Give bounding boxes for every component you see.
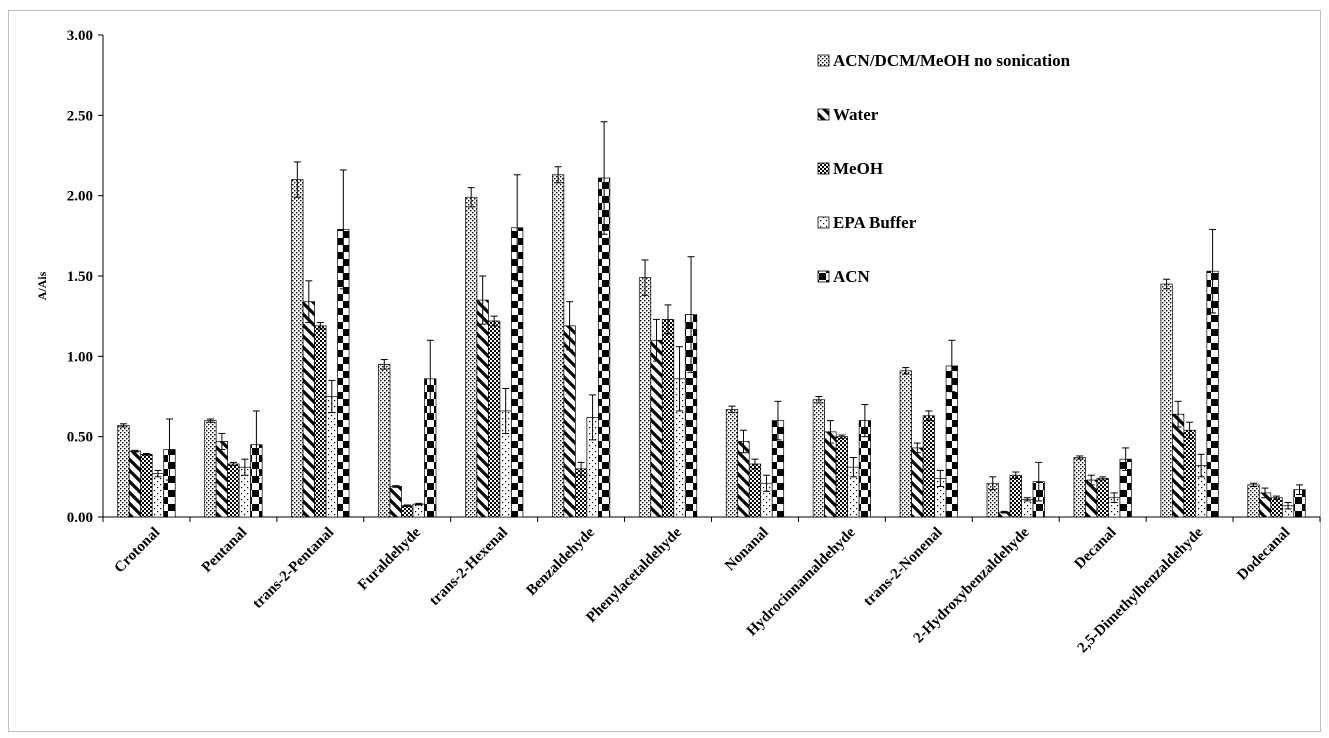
y-axis-title: A/Ais [35,271,49,300]
category-label: Pentanal [199,525,250,576]
bar-2-8 [835,436,848,518]
category-label: trans-2-Nonenal [861,525,946,610]
legend-swatch [817,108,830,121]
bar-2-2 [314,325,327,518]
legend: ACN/DCM/MeOH no sonication Water MeOH EPA B… [817,51,1071,286]
legend-label: MeOH [833,159,883,178]
bar-3-0 [151,473,165,518]
bar-0-2 [291,179,304,518]
bar-0-13 [1247,484,1260,518]
legend-label: EPA Buffer [833,213,917,232]
bar-2-3 [401,505,414,518]
legend-label: ACN [833,267,871,286]
bar-3-10 [1021,498,1034,518]
bar-2-0 [140,453,153,518]
bar-1-2 [302,301,315,518]
bar-0-0 [117,425,130,518]
bar-1-5 [563,325,576,518]
legend-swatch [817,270,830,283]
bar-2-13 [1270,497,1283,518]
bar-1-6 [650,339,663,518]
bar-3-3 [412,503,425,518]
category-label: Furaldehyde [355,524,424,593]
bar-0-4 [465,196,478,518]
bar-2-10 [1009,474,1022,518]
category-label: Decanal [1072,525,1120,573]
legend-swatch [817,54,830,67]
error-bars [119,121,1304,514]
category-label: Nonanal [722,525,772,575]
bar-3-2 [325,396,338,518]
bar-2-9 [922,415,935,518]
legend-swatch [817,162,830,175]
y-tick-label: 0.50 [67,430,93,446]
legend-label: ACN/DCM/MeOH no sonication [833,51,1071,70]
category-label: Benzaldehyde [524,524,599,599]
bar-2-7 [748,463,762,518]
bar-2-1 [227,463,240,518]
bar-1-12 [1172,413,1185,518]
legend-swatch [817,216,830,229]
bar-1-9 [911,447,924,518]
category-label: Dodecanal [1234,525,1293,584]
bar-0-11 [1073,457,1086,518]
bar-1-1 [215,441,228,518]
bars [117,174,1306,518]
category-labels: Crotonal Pentanal trans-2-Pentanal Furaldeh… [112,524,1294,656]
bar-1-11 [1085,479,1098,518]
bar-2-12 [1183,429,1196,518]
bar-2-11 [1096,478,1109,518]
category-label: Crotonal [112,525,164,577]
legend-label: Water [833,105,879,124]
bar-2-6 [661,319,675,518]
bar-0-6 [638,277,652,518]
y-tick-label: 0.00 [67,510,93,526]
bar-0-5 [552,174,565,518]
y-tick-label: 1.50 [67,269,93,285]
bar-0-12 [1160,283,1173,518]
y-tick-label: 1.00 [67,349,93,365]
bar-2-4 [488,320,501,518]
bar-0-9 [899,370,912,518]
bar-1-8 [824,431,837,518]
y-tick-label: 2.50 [67,108,93,124]
bar-1-3 [389,486,402,518]
bar-1-0 [128,450,142,518]
y-tick-label: 3.00 [67,28,93,44]
bar-1-4 [476,299,489,518]
y-tick-label: 2.00 [67,189,93,205]
category-label: trans-2-Hexenal [427,525,511,609]
category-label: Phenylacetaldehyde [583,524,685,626]
bar-2-5 [575,468,588,518]
bar-0-7 [725,409,739,518]
bar-0-3 [378,364,391,518]
bar-0-8 [812,399,825,518]
bar-0-1 [204,420,217,518]
category-label: trans-2-Pentanal [250,525,337,612]
